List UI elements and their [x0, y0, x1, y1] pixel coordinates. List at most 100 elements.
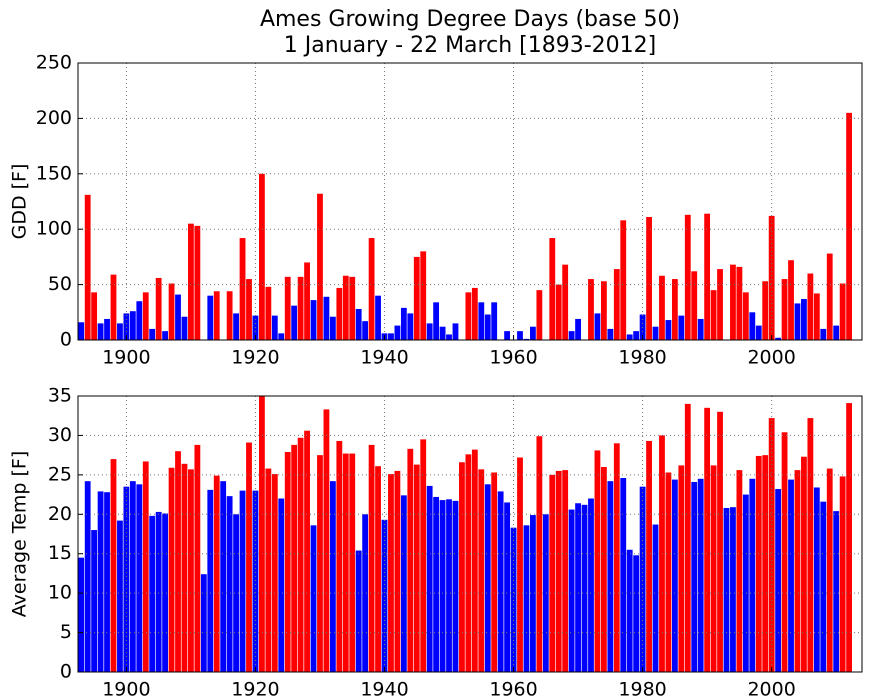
bar — [188, 223, 194, 340]
y-tick-label: 250 — [36, 52, 72, 74]
bar — [568, 509, 575, 672]
bar — [149, 328, 156, 340]
y-tick-label: 35 — [48, 385, 72, 407]
bar — [117, 323, 123, 340]
bar — [652, 326, 659, 340]
bar — [407, 313, 414, 340]
bar — [749, 312, 756, 340]
bar — [304, 430, 310, 672]
bar — [484, 314, 491, 340]
bar — [633, 331, 640, 340]
bar — [310, 300, 317, 340]
bar — [323, 296, 330, 340]
x-tick-label: 2000 — [747, 679, 795, 700]
bar — [258, 396, 265, 672]
bar — [168, 467, 175, 672]
bar — [291, 305, 298, 340]
bar — [562, 264, 569, 340]
bar — [388, 474, 394, 672]
bar — [162, 513, 169, 672]
bar — [78, 322, 85, 340]
bar — [233, 514, 239, 672]
bar — [504, 502, 511, 672]
bar — [600, 281, 607, 340]
chart-title: Ames Growing Degree Days (base 50) — [260, 7, 680, 32]
bar — [207, 295, 214, 340]
bar — [497, 491, 504, 672]
plot-frame — [77, 395, 863, 673]
bar — [555, 470, 562, 672]
bar — [433, 302, 440, 340]
bar — [549, 238, 556, 340]
bar — [775, 337, 782, 340]
bar — [736, 266, 743, 340]
bar — [846, 403, 852, 672]
bar — [110, 459, 117, 672]
bar — [400, 495, 407, 672]
x-tick-label: 1920 — [231, 347, 279, 369]
bar — [807, 418, 814, 672]
bar — [530, 515, 536, 672]
bar — [413, 464, 420, 672]
bar — [542, 514, 549, 672]
bar — [471, 287, 478, 340]
bar — [478, 469, 485, 672]
bar — [594, 450, 601, 672]
bar — [175, 451, 181, 672]
bar — [368, 238, 375, 340]
bar — [91, 530, 98, 672]
bar — [355, 550, 362, 672]
bar — [297, 276, 304, 340]
bar — [342, 453, 349, 672]
bar — [336, 287, 343, 340]
bar — [213, 291, 220, 340]
bar — [639, 486, 646, 672]
bar — [820, 328, 827, 340]
bar — [368, 444, 375, 672]
bar — [284, 451, 291, 672]
bar — [317, 193, 323, 340]
bar — [194, 444, 201, 672]
bar — [491, 302, 498, 340]
y-tick-label: 5 — [60, 621, 72, 643]
bar — [659, 275, 665, 340]
bar — [123, 486, 130, 672]
bar — [84, 194, 91, 340]
bar — [246, 279, 252, 340]
bar — [562, 470, 569, 672]
bar — [155, 277, 162, 340]
bar — [200, 574, 207, 672]
x-tick-label: 1920 — [231, 679, 279, 700]
bar — [568, 331, 575, 340]
bar — [626, 334, 633, 340]
bar — [478, 302, 485, 340]
bar — [762, 281, 769, 340]
bar — [697, 318, 704, 340]
bar — [530, 326, 536, 340]
bar — [684, 214, 691, 340]
y-tick-label: 10 — [48, 582, 72, 604]
bar — [420, 439, 427, 672]
bar — [575, 503, 581, 672]
bar — [678, 315, 685, 340]
bar — [723, 507, 730, 672]
bar — [317, 455, 323, 672]
bar — [820, 501, 827, 672]
bar — [226, 291, 233, 340]
bar — [665, 320, 672, 340]
bar — [704, 407, 711, 672]
bar — [588, 498, 594, 672]
bar — [452, 323, 459, 340]
bar — [781, 432, 788, 672]
bar — [291, 444, 298, 672]
bar — [246, 442, 252, 672]
bar — [594, 313, 601, 340]
x-tick-label: 1960 — [489, 347, 537, 369]
bar — [833, 511, 840, 672]
bar — [226, 496, 233, 672]
bar — [439, 500, 446, 672]
bar — [510, 527, 517, 672]
bar — [523, 338, 530, 340]
bar — [717, 411, 723, 672]
